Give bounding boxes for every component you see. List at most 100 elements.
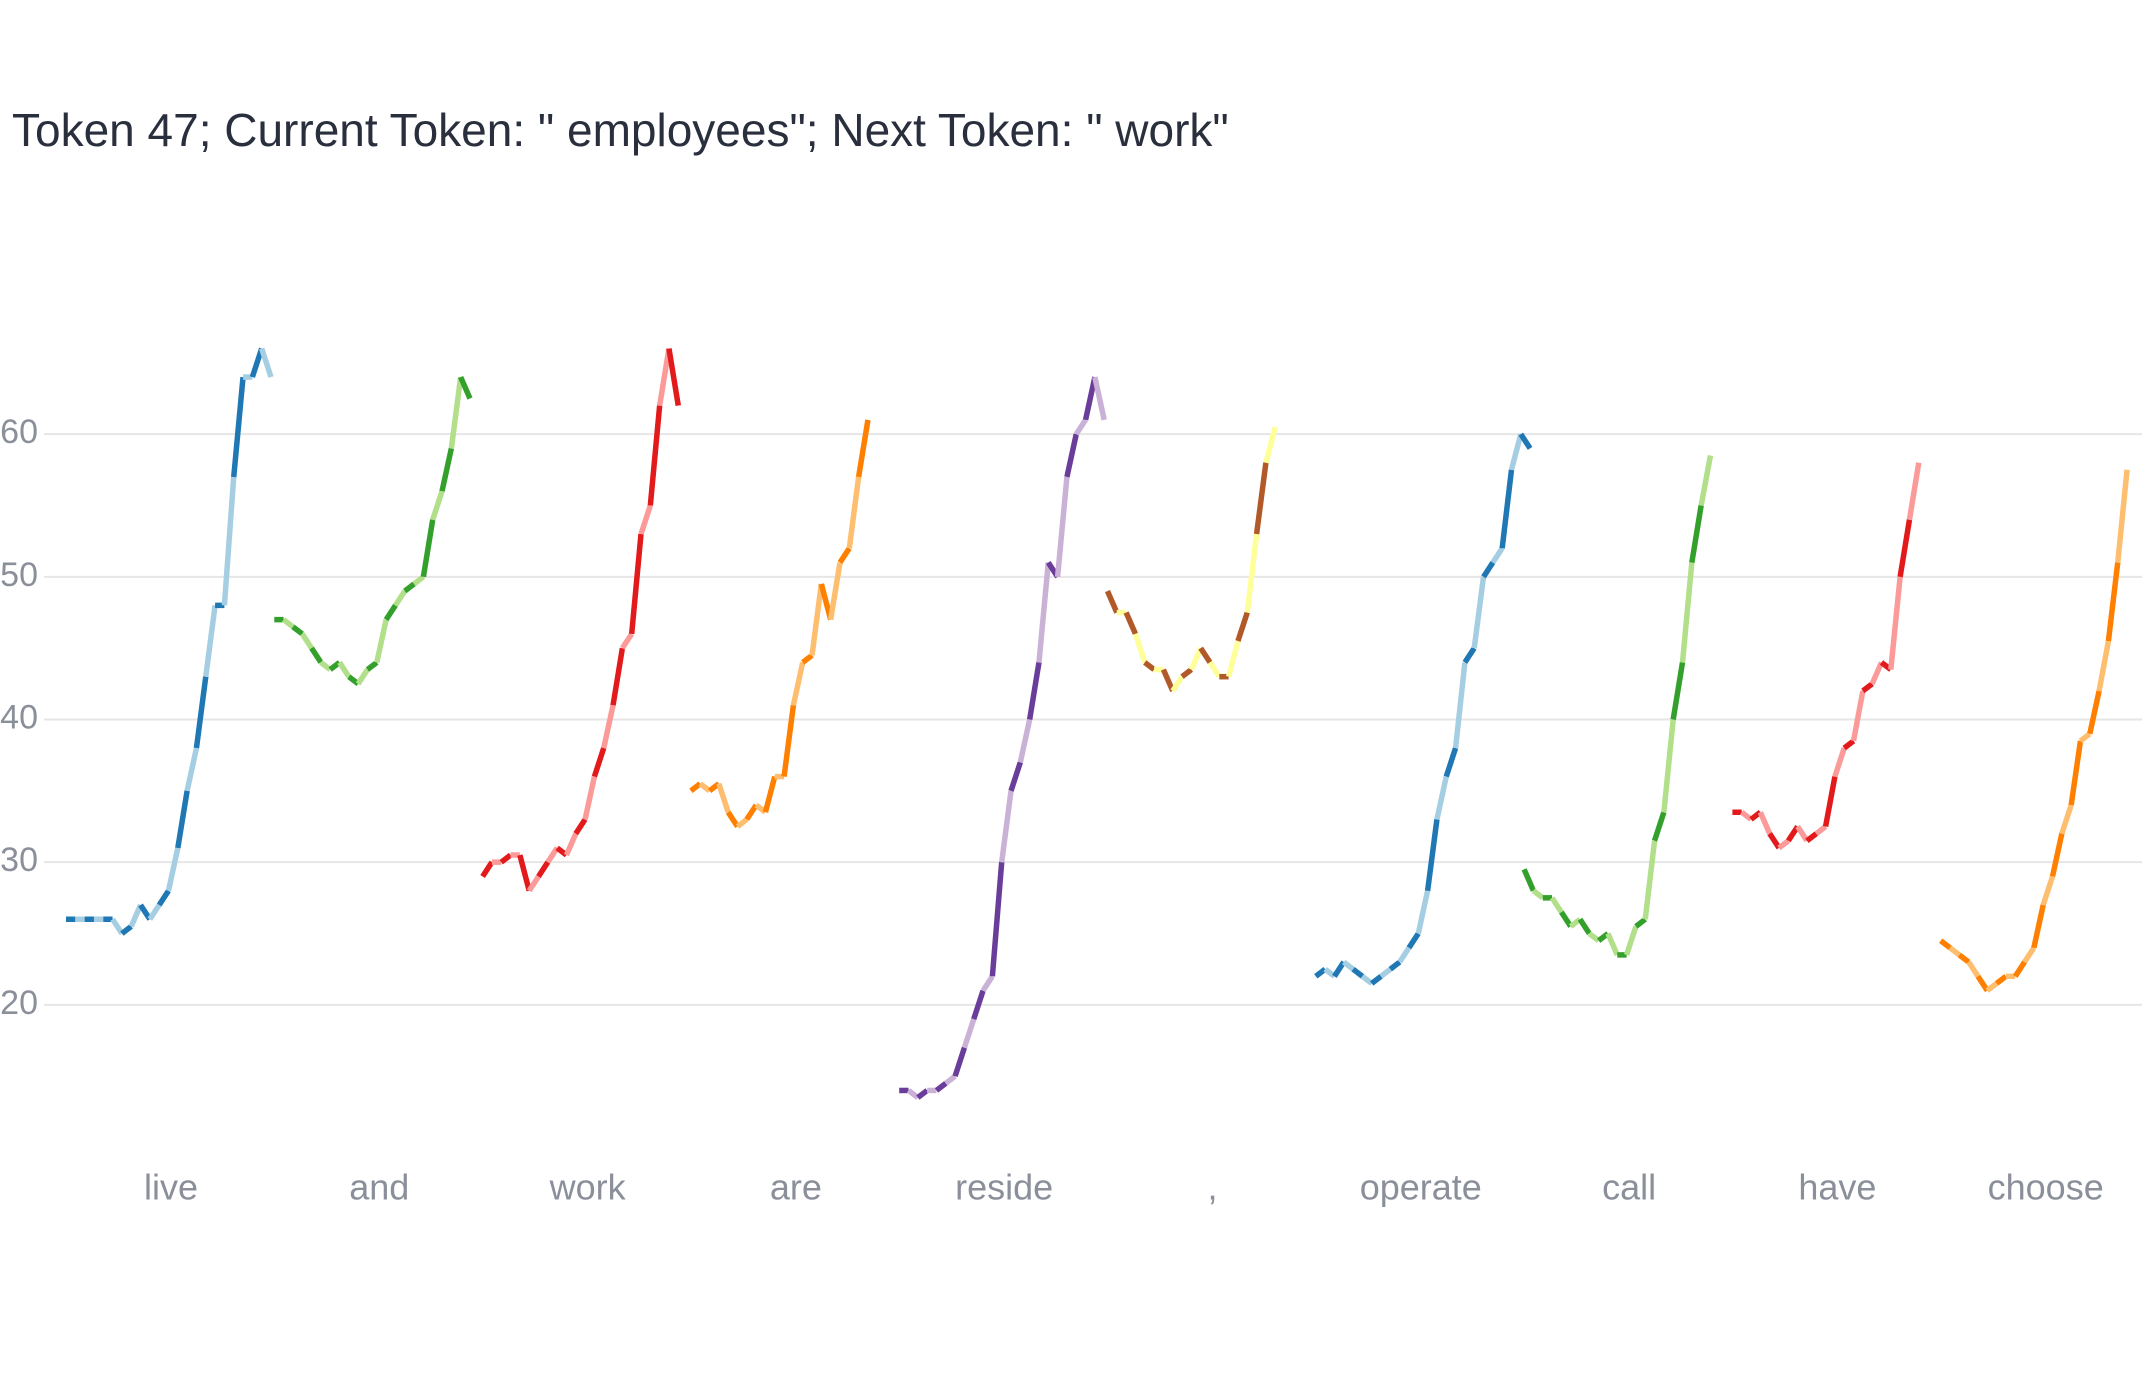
line-segment xyxy=(601,704,616,749)
line-segment xyxy=(393,589,408,607)
line-segment xyxy=(1605,932,1620,957)
line-segment xyxy=(1948,945,1962,958)
line-segment xyxy=(1471,576,1487,649)
line-segment xyxy=(916,1088,929,1100)
line-segment xyxy=(1253,462,1269,535)
line-segment xyxy=(1805,831,1818,843)
line-segment xyxy=(536,860,551,878)
line-segment xyxy=(2096,640,2112,692)
line-segment xyxy=(1795,825,1810,843)
line-segment xyxy=(291,624,304,637)
line-segment xyxy=(1661,719,1676,813)
line-segment xyxy=(656,348,672,407)
line-segment xyxy=(1244,533,1260,613)
line-segment xyxy=(1082,376,1098,421)
line-segment xyxy=(563,832,579,857)
line-segment xyxy=(1869,661,1885,685)
line-segment xyxy=(744,803,759,821)
line-segment xyxy=(2040,875,2056,906)
line-segment xyxy=(934,1081,948,1093)
line-segment xyxy=(906,1088,920,1100)
line-segment xyxy=(412,574,426,587)
line-segment xyxy=(184,747,200,792)
line-segment xyxy=(319,660,332,672)
line-segment xyxy=(2115,469,2130,563)
line-segment xyxy=(647,405,663,506)
line-segment xyxy=(971,989,986,1020)
line-segment xyxy=(837,546,852,565)
line-segment xyxy=(1777,838,1790,851)
line-segment xyxy=(1814,824,1828,836)
line-segment xyxy=(735,817,749,829)
line-segment xyxy=(591,747,607,778)
line-segment xyxy=(1740,810,1753,822)
line-segment xyxy=(499,852,513,865)
y-tick-label: 40 xyxy=(0,698,38,736)
line-segment xyxy=(944,1074,957,1086)
line-segment xyxy=(610,647,626,706)
x-tick-label: , xyxy=(1207,1167,1217,1208)
line-segment xyxy=(147,903,162,921)
x-tick-label: operate xyxy=(1360,1167,1482,1208)
line-segment xyxy=(620,632,634,650)
line-segment xyxy=(299,632,314,650)
line-segment xyxy=(448,376,464,449)
line-segment xyxy=(1207,660,1222,679)
line-segment xyxy=(998,790,1014,863)
line-segment xyxy=(203,605,218,678)
x-tick-label: live xyxy=(144,1167,198,1208)
labels: 20 30 40 50 60 live and work are reside, operate ca… xyxy=(0,413,2104,1207)
line-segment xyxy=(1689,505,1704,563)
line-segment xyxy=(1850,690,1866,742)
line-segment xyxy=(1235,611,1250,642)
line-segment xyxy=(1832,747,1847,778)
line-segment xyxy=(573,817,588,836)
line-segment xyxy=(827,562,843,621)
line-segment xyxy=(1160,668,1176,693)
line-segment xyxy=(1332,960,1347,978)
x-tick-label: work xyxy=(549,1167,627,1208)
line-segment xyxy=(383,603,398,622)
line-segment xyxy=(1443,747,1459,778)
line-segment xyxy=(1822,776,1838,828)
line-segment xyxy=(1623,925,1639,956)
line-segment xyxy=(1549,896,1564,914)
line-segment xyxy=(1897,519,1913,578)
x-tick-label: and xyxy=(349,1167,409,1208)
line-segment xyxy=(1518,432,1533,450)
line-segment xyxy=(1577,917,1592,936)
line-segment xyxy=(801,653,814,665)
line-segment xyxy=(1939,938,1952,950)
line-segment xyxy=(762,775,778,813)
lines xyxy=(66,347,2130,1100)
x-tick-label: have xyxy=(1798,1167,1876,1208)
line-segment xyxy=(1642,840,1658,920)
line-segment xyxy=(1132,633,1148,664)
line-segment xyxy=(1957,952,1971,965)
line-segment xyxy=(1123,611,1138,635)
line-segment xyxy=(809,583,825,656)
line-segment xyxy=(666,348,681,407)
line-segment xyxy=(403,581,416,594)
line-segment xyxy=(1670,661,1686,720)
line-segment xyxy=(1975,974,1990,993)
line-segment xyxy=(1388,959,1402,972)
line-segment xyxy=(989,861,1005,977)
line-segment xyxy=(193,676,209,749)
line-segment xyxy=(165,847,181,892)
line-segment xyxy=(1026,661,1042,720)
line-segment xyxy=(1587,931,1601,943)
line-segment xyxy=(790,661,806,706)
x-tick-label: choose xyxy=(1988,1167,2104,1208)
line-segment xyxy=(221,476,237,606)
line-segment xyxy=(1017,718,1033,763)
line-segment xyxy=(1490,546,1505,565)
line-segment xyxy=(420,519,436,578)
line-segment xyxy=(980,974,995,993)
line-segment xyxy=(1966,960,1981,978)
line-segment xyxy=(781,704,797,777)
line-segment xyxy=(1415,890,1431,935)
line-segment xyxy=(698,781,712,794)
line-segment xyxy=(110,917,125,936)
line-segment xyxy=(628,533,644,635)
